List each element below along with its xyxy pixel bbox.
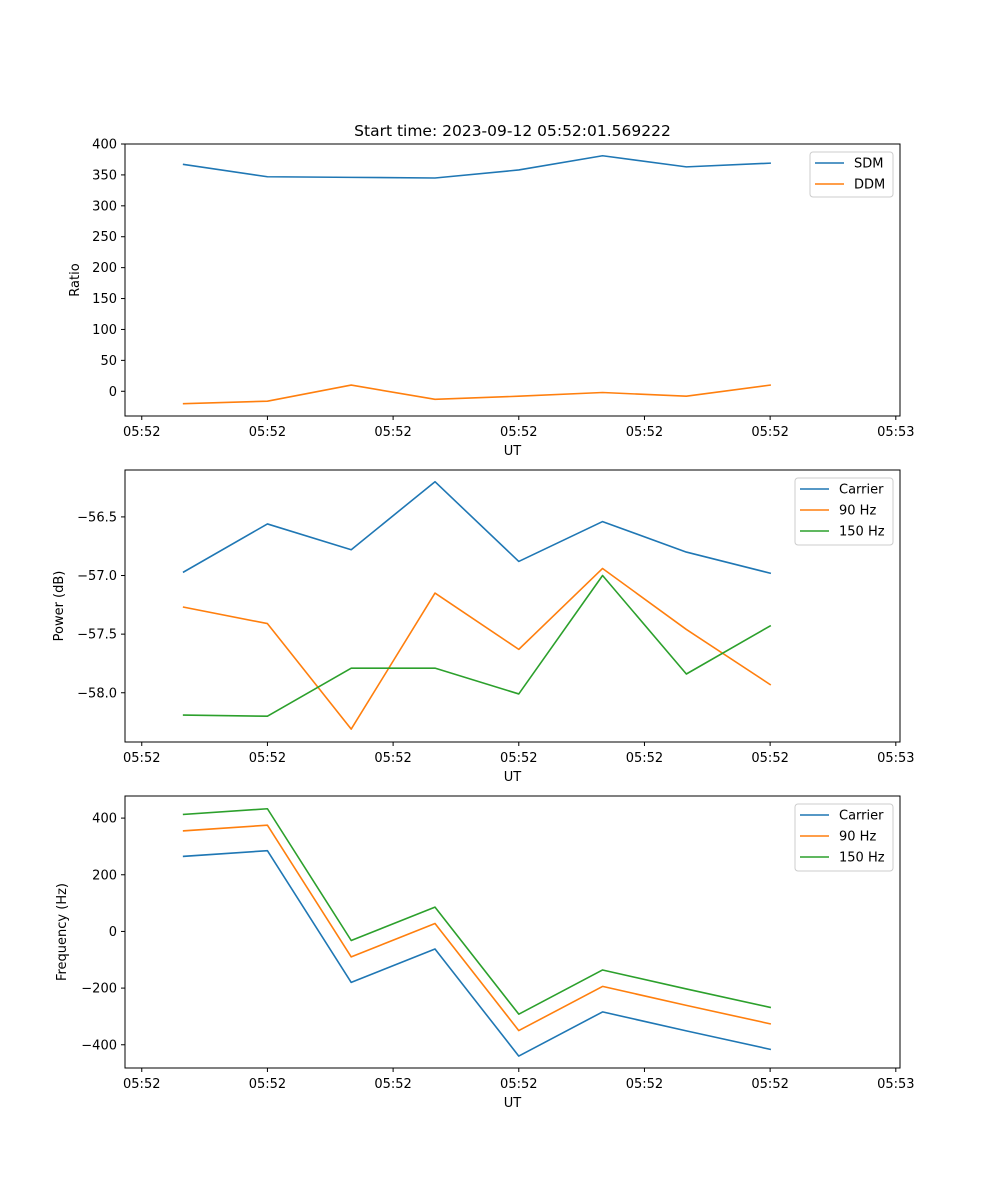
x-axis-label: UT xyxy=(504,770,522,785)
x-tick-label: 05:52 xyxy=(249,751,286,766)
x-tick-label: 05:52 xyxy=(374,425,411,440)
y-tick-label: 0 xyxy=(109,925,117,940)
panels: 05:52 05:52 05:52 05:52 05:52 05:52 05:53 0 50 10… xyxy=(52,138,915,1112)
axes-frame xyxy=(124,143,901,417)
x-tick-label: 05:52 xyxy=(249,425,286,440)
series-line-90-hz xyxy=(182,824,772,1032)
x-tick-label: 05:52 xyxy=(751,425,788,440)
series-line-sdm xyxy=(182,154,771,179)
x-tick-label: 05:52 xyxy=(374,751,411,766)
panel-1: 05:52 05:52 05:52 05:52 05:52 05:52 05:53 0 50 10… xyxy=(68,138,915,460)
legend-label: SDM xyxy=(854,157,883,172)
x-tick-label: 05:52 xyxy=(374,1077,411,1092)
y-tick-label: 200 xyxy=(92,261,117,276)
x-tick-label: 05:52 xyxy=(500,1077,537,1092)
x-axis-label: UT xyxy=(504,1096,522,1111)
x-tick-label: 05:52 xyxy=(500,425,537,440)
x-tick-label: 05:52 xyxy=(123,751,160,766)
x-axis-label: UT xyxy=(504,444,522,459)
y-tick-label: 150 xyxy=(92,292,117,307)
y-tick-label: 350 xyxy=(92,168,117,183)
panel-2: 05:52 05:52 05:52 05:52 05:52 05:52 05:53 −56.5… xyxy=(52,469,915,785)
series-line-150-hz xyxy=(182,574,772,718)
x-tick-label: 05:52 xyxy=(751,1077,788,1092)
legend-label: 90 Hz xyxy=(839,830,876,845)
x-tick-label: 05:52 xyxy=(626,1077,663,1092)
x-tick-label: 05:52 xyxy=(500,751,537,766)
series-line-carrier xyxy=(182,480,772,575)
series-line-carrier xyxy=(182,849,772,1057)
y-axis-label: Power (dB) xyxy=(52,571,67,642)
y-axis-label: Frequency (Hz) xyxy=(55,883,70,981)
x-tick-label: 05:53 xyxy=(877,1077,914,1092)
legend: Carrier 90 Hz 150 Hz xyxy=(794,477,894,546)
axes-frame xyxy=(124,795,901,1069)
y-tick-label: −57.5 xyxy=(77,628,117,643)
y-tick-label: −58.0 xyxy=(77,686,117,701)
series-line-ddm xyxy=(182,384,772,405)
y-tick-label: 50 xyxy=(100,354,117,369)
x-tick-label: 05:52 xyxy=(123,1077,160,1092)
y-tick-label: −200 xyxy=(81,982,117,997)
legend-label: DDM xyxy=(854,178,885,193)
legend-label: Carrier xyxy=(839,483,884,498)
y-tick-label: 300 xyxy=(92,199,117,214)
x-tick-label: 05:53 xyxy=(877,751,914,766)
legend: SDM DDM xyxy=(809,151,894,198)
series-line-150-hz xyxy=(182,807,772,1015)
legend-label: 150 Hz xyxy=(839,525,885,540)
x-tick-label: 05:52 xyxy=(751,751,788,766)
x-tick-label: 05:52 xyxy=(249,1077,286,1092)
y-tick-label: 100 xyxy=(92,323,117,338)
axes-frame xyxy=(124,469,901,743)
legend-box xyxy=(794,477,894,546)
x-tick-label: 05:53 xyxy=(877,425,914,440)
y-tick-label: −56.5 xyxy=(77,510,117,525)
legend-label: 90 Hz xyxy=(839,504,876,519)
y-tick-label: 400 xyxy=(92,812,117,827)
y-tick-label: −400 xyxy=(81,1038,117,1053)
legend-label: 150 Hz xyxy=(839,851,885,866)
panel-3: 05:52 05:52 05:52 05:52 05:52 05:52 05:53 400 20… xyxy=(55,795,915,1111)
figure-title: Start time: 2023-09-12 05:52:01.569222 xyxy=(354,122,671,140)
x-tick-label: 05:52 xyxy=(626,751,663,766)
y-tick-label: 250 xyxy=(92,230,117,245)
x-tick-label: 05:52 xyxy=(123,425,160,440)
y-tick-label: 400 xyxy=(92,138,117,153)
y-tick-label: 0 xyxy=(109,385,117,400)
legend-label: Carrier xyxy=(839,809,884,824)
x-tick-label: 05:52 xyxy=(626,425,663,440)
y-axis-label: Ratio xyxy=(68,263,83,296)
series-line-90-hz xyxy=(182,567,772,730)
legend: Carrier 90 Hz 150 Hz xyxy=(794,803,894,872)
y-tick-label: 200 xyxy=(92,868,117,883)
y-tick-label: −57.0 xyxy=(77,569,117,584)
legend-box xyxy=(794,803,894,872)
